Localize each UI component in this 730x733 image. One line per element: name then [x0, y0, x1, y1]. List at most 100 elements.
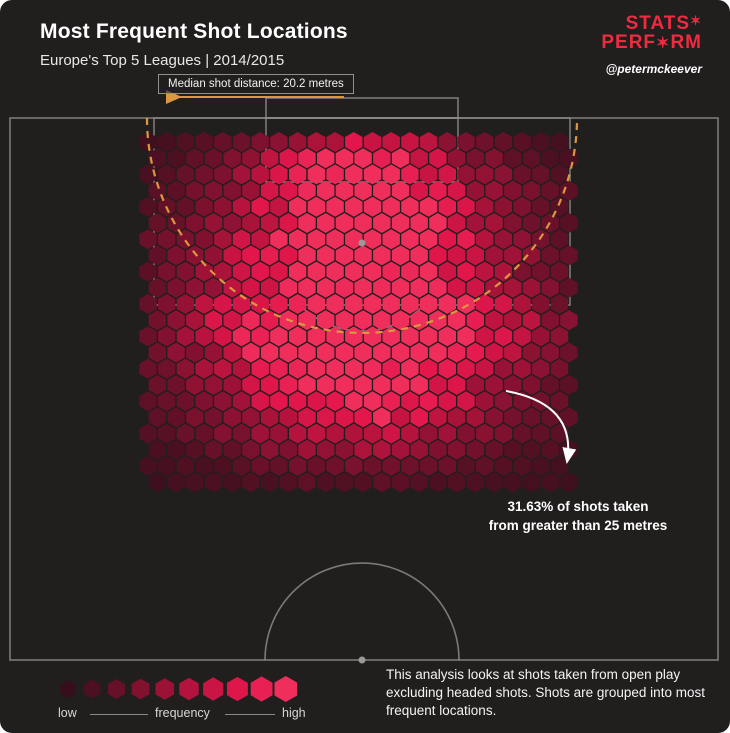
hex-bin	[326, 391, 344, 412]
hex-bin	[438, 261, 456, 282]
hex-bin	[335, 342, 354, 363]
hex-bin	[522, 245, 541, 266]
hex-bin	[466, 472, 485, 493]
hex-bin	[107, 679, 125, 699]
hex-bin	[158, 164, 176, 185]
hex-bin	[242, 375, 260, 395]
hex-bin	[550, 132, 569, 152]
hex-bin	[391, 439, 410, 460]
hex-bin	[84, 679, 101, 699]
hex-bin	[326, 423, 344, 444]
hex-bin	[186, 180, 204, 201]
starburst-icon: ✶	[656, 35, 671, 52]
hex-bin	[186, 342, 204, 363]
hex-bin	[317, 277, 335, 298]
hex-bin	[494, 229, 513, 250]
hex-bin	[494, 261, 513, 282]
hex-bin	[391, 213, 410, 233]
hex-bin	[504, 472, 522, 493]
hex-bin	[158, 294, 176, 314]
hex-bin	[317, 342, 335, 363]
hex-bin	[485, 439, 503, 460]
hex-bin	[354, 472, 372, 493]
hex-bin	[158, 229, 176, 250]
hex-bin	[289, 423, 307, 444]
hex-bin	[232, 423, 251, 444]
hex-bin	[457, 261, 475, 282]
hex-bin	[419, 294, 438, 314]
hex-bin	[485, 148, 503, 169]
credit-handle: @petermckeever	[605, 62, 702, 76]
hex-bin	[373, 148, 391, 169]
hex-bin	[532, 261, 550, 282]
hex-bin	[326, 132, 344, 152]
hex-bin	[541, 375, 559, 395]
hex-bin	[326, 294, 344, 314]
hex-bin	[214, 391, 232, 412]
hex-bin	[382, 164, 400, 185]
hex-bin	[504, 277, 522, 298]
hex-bin	[448, 472, 466, 493]
hex-bin	[139, 326, 157, 347]
hex-bin	[401, 196, 419, 217]
hex-bin	[373, 245, 391, 266]
hex-bin	[494, 456, 513, 476]
hex-bin	[522, 180, 541, 201]
hex-bin	[448, 439, 466, 460]
hex-bin	[438, 326, 456, 347]
hex-bin	[335, 310, 354, 331]
hex-bin	[532, 164, 550, 185]
hex-bin	[167, 375, 185, 395]
hex-bin	[167, 148, 185, 169]
hex-bin	[522, 148, 541, 169]
hex-bin	[260, 213, 279, 233]
hex-bin	[401, 326, 419, 347]
hex-bin	[494, 294, 513, 314]
hex-bin	[522, 407, 541, 428]
hex-bin	[382, 196, 400, 217]
hex-bin	[476, 294, 494, 314]
hex-bin	[373, 472, 391, 493]
hex-bin	[270, 391, 288, 412]
hex-bin	[270, 196, 288, 217]
hex-bin	[457, 196, 475, 217]
hex-bin	[466, 245, 485, 266]
hex-bin	[476, 456, 494, 476]
hex-bin	[560, 213, 578, 233]
hex-bin	[429, 407, 447, 428]
hex-bin	[541, 439, 559, 460]
hex-bin	[401, 391, 419, 412]
hex-bin	[448, 407, 466, 428]
hex-bin	[279, 180, 297, 201]
hex-bin	[251, 164, 269, 185]
hex-bin	[345, 326, 363, 347]
hex-bin	[419, 358, 438, 379]
hex-bin	[176, 132, 195, 152]
hex-bin	[354, 277, 372, 298]
hex-bin	[204, 245, 223, 266]
hex-bin	[242, 180, 260, 201]
hex-bin	[541, 245, 559, 266]
hex-bin	[513, 164, 531, 185]
hex-bin	[298, 277, 316, 298]
hex-bin	[317, 310, 335, 331]
hex-bin	[363, 294, 382, 314]
hex-bin	[532, 391, 550, 412]
hex-bin	[401, 229, 419, 250]
hex-bin	[345, 164, 363, 185]
hex-bin	[167, 180, 185, 201]
hex-bin	[560, 375, 578, 395]
hex-bin	[335, 375, 354, 395]
hex-bin	[270, 229, 288, 250]
hex-bin	[289, 326, 307, 347]
hex-bin	[485, 213, 503, 233]
hex-bin	[242, 472, 260, 493]
hex-bin	[148, 472, 167, 493]
hex-bin	[410, 245, 428, 266]
hex-bin	[289, 164, 307, 185]
hex-bin	[223, 375, 241, 395]
hex-bin	[476, 132, 494, 152]
hex-bin	[373, 213, 391, 233]
hex-bin	[476, 423, 494, 444]
hex-bin	[335, 277, 354, 298]
